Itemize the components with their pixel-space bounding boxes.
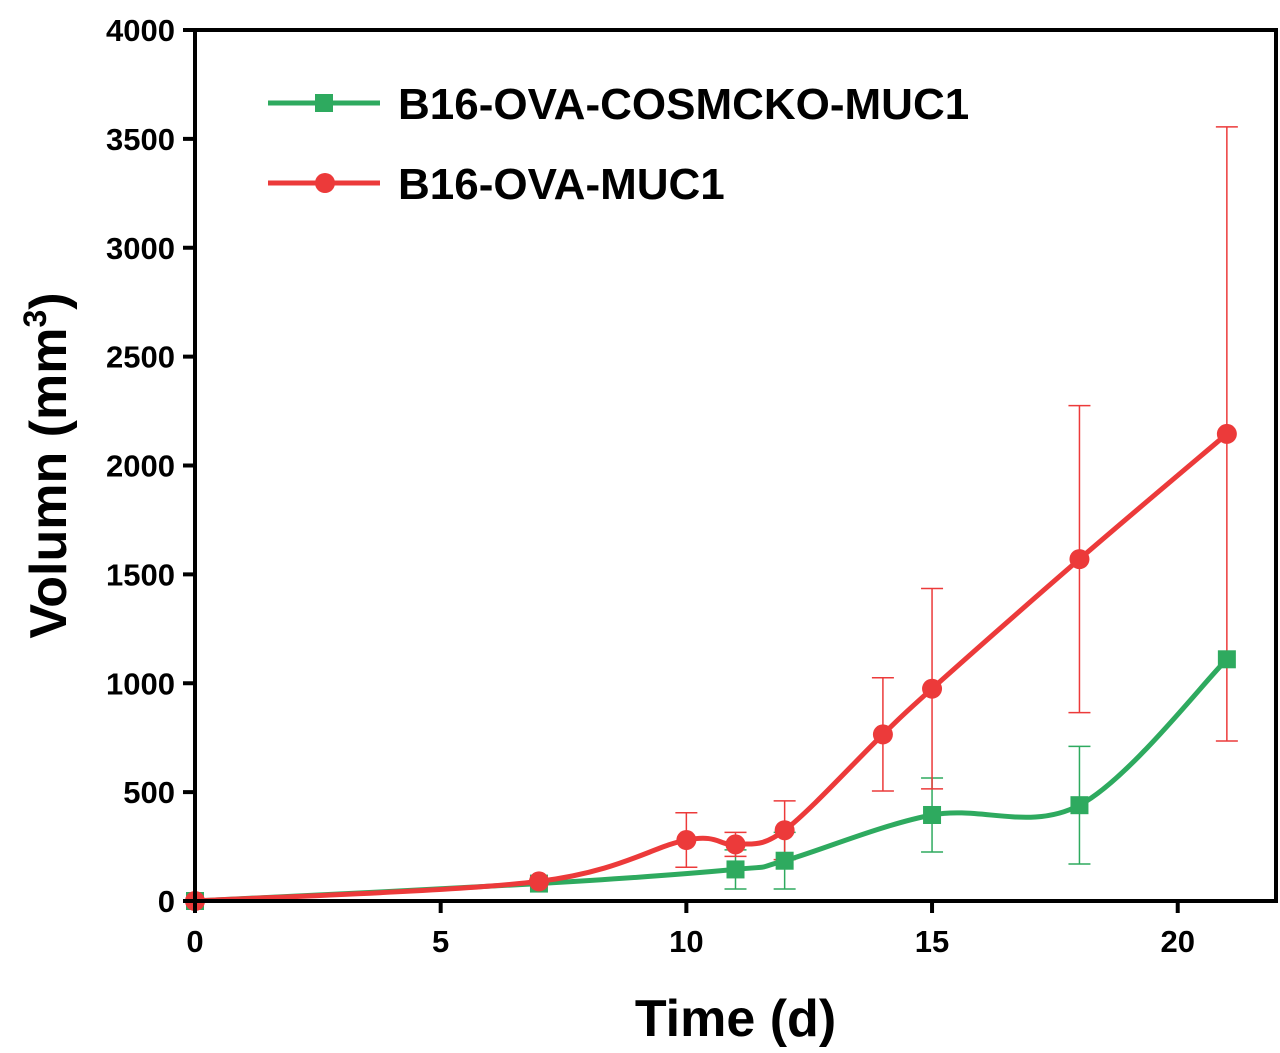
axis-ticks: 0 5 10 15 20 0 500 1000 1500 2000 2500 3000 3500 4000 bbox=[106, 13, 1195, 959]
y-tick-label-2000: 2000 bbox=[106, 449, 175, 484]
data-point-b16-ova-muc1-18 bbox=[1069, 549, 1090, 570]
legend-circle-marker bbox=[315, 173, 335, 193]
data-point-b16-ova-cosmcko-muc1-18 bbox=[1070, 796, 1089, 815]
x-tick-label-0: 0 bbox=[186, 924, 203, 959]
data-point-b16-ova-cosmcko-muc1-15 bbox=[923, 805, 942, 824]
data-point-b16-ova-muc1-11 bbox=[725, 834, 746, 855]
x-tick-label-15: 15 bbox=[915, 924, 949, 959]
data-point-b16-ova-cosmcko-muc1-21 bbox=[1217, 650, 1236, 669]
plot-frame bbox=[193, 28, 1278, 903]
y-axis-title-close: ) bbox=[20, 292, 78, 309]
legend: B16-OVA-COSMCKO-MUC1 B16-OVA-MUC1 bbox=[268, 80, 969, 209]
error-bars bbox=[675, 126, 1238, 890]
legend-square-marker bbox=[315, 94, 333, 112]
legend-label-cosmcko: B16-OVA-COSMCKO-MUC1 bbox=[398, 80, 969, 129]
y-tick-label-3000: 3000 bbox=[106, 231, 175, 266]
y-tick-label-1000: 1000 bbox=[106, 666, 175, 701]
data-point-b16-ova-muc1-10 bbox=[676, 830, 697, 851]
y-tick-label-2500: 2500 bbox=[106, 340, 175, 375]
series-line-b16-ova-muc1 bbox=[192, 431, 1230, 904]
y-tick-label-3500: 3500 bbox=[106, 122, 175, 157]
x-tick-label-5: 5 bbox=[432, 924, 449, 959]
legend-item-cosmcko: B16-OVA-COSMCKO-MUC1 bbox=[268, 80, 969, 129]
y-tick-label-0: 0 bbox=[158, 884, 175, 919]
y-tick-label-1500: 1500 bbox=[106, 557, 175, 592]
data-point-b16-ova-muc1-15 bbox=[922, 678, 943, 699]
data-point-b16-ova-muc1-7 bbox=[528, 871, 549, 892]
legend-item-muc1: B16-OVA-MUC1 bbox=[268, 160, 725, 209]
data-point-b16-ova-muc1-14 bbox=[872, 724, 893, 745]
x-tick-label-20: 20 bbox=[1160, 924, 1194, 959]
data-point-b16-ova-muc1-12 bbox=[774, 820, 795, 841]
x-tick-label-10: 10 bbox=[669, 924, 703, 959]
data-point-b16-ova-cosmcko-muc1-12 bbox=[775, 851, 794, 870]
series-line-b16-ova-cosmcko-muc1 bbox=[192, 656, 1230, 904]
y-axis-title-superscript: 3 bbox=[17, 310, 53, 328]
data-point-b16-ova-muc1-21 bbox=[1216, 423, 1237, 444]
y-axis-title: Volumn (mm3) bbox=[17, 292, 78, 638]
legend-label-muc1: B16-OVA-MUC1 bbox=[398, 160, 725, 209]
x-axis-title: Time (d) bbox=[635, 990, 836, 1048]
y-axis-title-main: Volumn (mm bbox=[20, 328, 78, 639]
data-point-b16-ova-cosmcko-muc1-11 bbox=[726, 860, 745, 879]
series-lines bbox=[192, 431, 1230, 904]
y-tick-label-500: 500 bbox=[123, 775, 175, 810]
y-tick-label-4000: 4000 bbox=[106, 13, 175, 48]
